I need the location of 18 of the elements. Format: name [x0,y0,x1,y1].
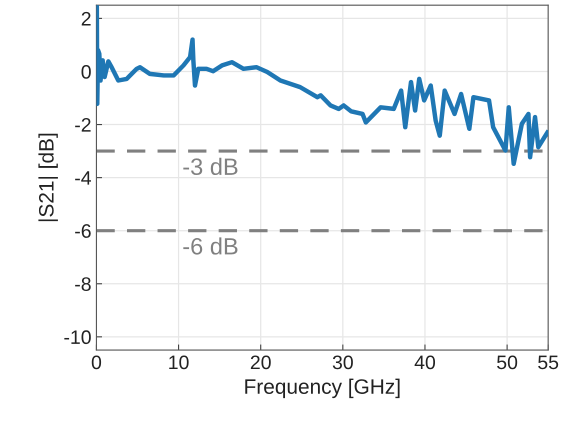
y-tick-label: -2 [75,118,91,132]
ref-line-label: -3 dB [183,158,238,176]
y-tick-label: -4 [75,171,92,185]
x-tick-label: 0 [92,355,102,370]
x-tick-label: 20 [250,355,271,370]
x-tick-label: 50 [497,355,518,370]
y-tick-label: 2 [82,12,91,26]
ref-line-label: -6 dB [183,237,238,255]
x-tick-label: 40 [414,355,436,370]
y-tick-label: 0 [82,64,91,79]
x-axis-title: Frequency [GHz] [245,378,400,398]
y-tick-label: -10 [64,330,91,344]
y-tick-label: -6 [75,224,91,238]
x-tick-label: 30 [332,355,353,370]
x-tick-label: 10 [169,355,189,370]
x-tick-label: 55 [538,356,558,370]
y-tick-label: -8 [75,277,91,291]
y-axis-title: |S21| [dB] [38,134,58,222]
